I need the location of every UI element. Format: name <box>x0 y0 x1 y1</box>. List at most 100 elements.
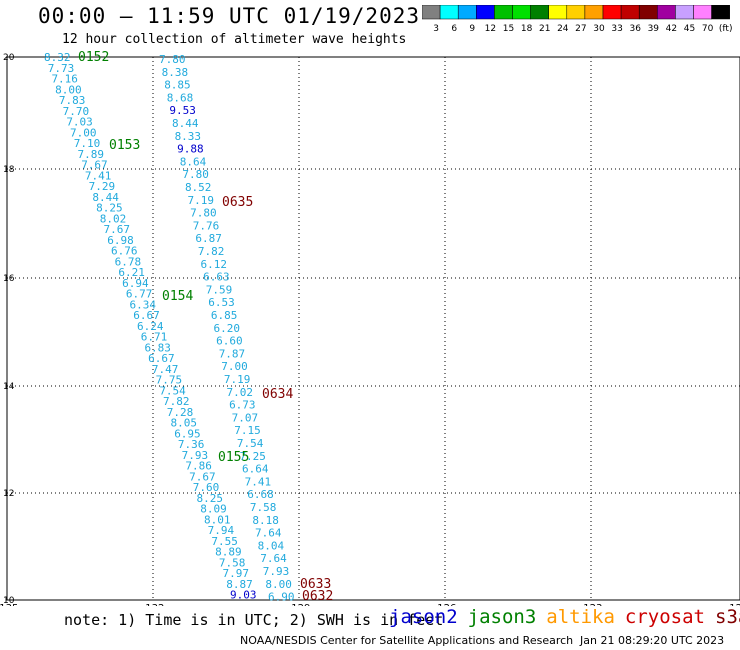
swh-value: 7.83 <box>59 94 86 107</box>
swh-value: 7.64 <box>255 527 282 540</box>
swh-value: 6.95 <box>174 427 201 440</box>
swh-value: 8.32 <box>44 51 71 64</box>
swh-value: 7.94 <box>208 524 235 537</box>
swh-value: 8.00 <box>55 83 82 96</box>
color-scale-bar: 3 6 9 12 15 18 21 24 27 30 33 36 39 42 45 70 (ft) <box>422 5 733 33</box>
swh-value: 7.16 <box>51 73 78 86</box>
swh-value: 8.44 <box>172 117 199 130</box>
swh-value: 6.76 <box>111 245 137 258</box>
swh-value: 7.82 <box>198 245 225 258</box>
pass-id-label: 0635 <box>222 195 253 210</box>
swh-value: 7.47 <box>152 363 179 376</box>
color-scale-label: 27 <box>575 24 586 33</box>
swh-value: 7.07 <box>232 411 259 424</box>
swh-value: 7.70 <box>63 105 90 118</box>
color-scale-label: 6 <box>451 24 457 33</box>
swh-value: 6.63 <box>203 271 230 284</box>
swh-value: 8.00 <box>265 578 292 591</box>
color-scale-label: 30 <box>593 24 605 33</box>
swh-value: 8.33 <box>175 130 202 143</box>
color-scale-label: 70 <box>702 24 714 33</box>
color-scale-label: 21 <box>539 24 550 33</box>
swh-value: 6.21 <box>118 266 144 279</box>
swh-value: 6.87 <box>195 232 222 245</box>
color-scale-label: 24 <box>557 24 569 33</box>
swh-value: 7.02 <box>226 386 253 399</box>
swh-value: 6.77 <box>126 288 153 301</box>
color-scale-label: 18 <box>521 24 533 33</box>
swh-value: 7.29 <box>89 180 116 193</box>
swh-value: 7.64 <box>260 552 287 565</box>
swh-value: 8.89 <box>215 546 242 559</box>
pass-id-label: 0154 <box>162 289 193 304</box>
swh-value: 9.03 <box>230 589 257 602</box>
color-scale-label: 15 <box>503 24 514 33</box>
swh-value: 8.09 <box>200 503 227 516</box>
swh-value: 7.93 <box>182 449 209 462</box>
swh-value: 7.25 <box>239 450 266 463</box>
swh-value: 9.88 <box>177 143 204 156</box>
pass-id-label: 0155 <box>218 450 249 465</box>
swh-value: 6.53 <box>208 296 235 309</box>
pass-id-label: 0152 <box>78 50 109 65</box>
swh-value: 6.98 <box>107 234 133 247</box>
swh-value: 8.52 <box>185 181 212 194</box>
x-tick-label: -135 <box>0 603 18 606</box>
swh-value: 7.03 <box>66 116 93 129</box>
y-tick-label: 20 <box>3 53 15 63</box>
y-tick-label: 14 <box>3 382 15 392</box>
y-tick-label: 10 <box>3 596 15 606</box>
swh-value: 7.76 <box>193 219 220 232</box>
swh-value: 7.86 <box>185 460 212 473</box>
swh-value: 8.85 <box>164 79 191 92</box>
x-tick-label: -126 <box>434 603 457 606</box>
swh-value: 7.75 <box>156 374 183 387</box>
swh-value: 7.54 <box>159 384 186 397</box>
swh-value: 7.19 <box>224 373 251 386</box>
pass-id-label: 0153 <box>109 138 140 153</box>
swh-value: 8.05 <box>170 417 197 430</box>
swh-value: 7.67 <box>104 223 130 236</box>
swh-value: 7.80 <box>190 207 217 220</box>
swh-value: 6.20 <box>214 322 241 335</box>
legend-entry: altika <box>546 606 615 628</box>
swh-value: 6.71 <box>141 331 168 344</box>
swh-value: 8.25 <box>197 492 224 505</box>
swh-value: 6.64 <box>242 463 269 476</box>
color-scale-label: 3 <box>433 24 439 33</box>
swh-value: 7.19 <box>188 194 215 207</box>
swh-value: 7.80 <box>182 168 209 181</box>
footer-note: note: 1) Time is in UTC; 2) SWH is in fe… <box>64 611 444 629</box>
y-tick-label: 16 <box>3 274 15 284</box>
generated-timestamp: Jan 21 08:29:20 UTC 2023 <box>580 634 725 647</box>
map-frame <box>6 56 740 601</box>
swh-value: 6.12 <box>201 258 228 271</box>
swh-value: 7.60 <box>193 481 220 494</box>
swh-value: 8.25 <box>96 202 123 215</box>
color-scale-label: 9 <box>469 24 475 33</box>
pass-id-label: 0633 <box>300 577 331 592</box>
wave-height-map: -135 -132 -129 -126 -123 -120 20 18 16 14 12 10 8.32… <box>0 50 740 606</box>
color-scale-label: (ft) <box>719 24 733 33</box>
legend-entry: s3a <box>715 606 740 628</box>
swh-value: 7.80 <box>159 53 186 66</box>
color-scale-label: 36 <box>629 24 641 33</box>
color-scale-label: 45 <box>684 24 695 33</box>
pass-id-label: 0632 <box>302 589 333 604</box>
y-tick-label: 18 <box>3 165 15 175</box>
swh-value: 7.58 <box>219 556 246 569</box>
swh-value: 6.68 <box>247 488 274 501</box>
swh-value: 6.34 <box>130 298 157 311</box>
swh-value: 7.36 <box>178 438 205 451</box>
swh-value: 8.68 <box>167 91 194 104</box>
swh-value: 7.59 <box>206 283 233 296</box>
legend-entry: cryosat <box>624 606 705 628</box>
y-tick-label: 12 <box>3 489 14 499</box>
swh-value: 8.87 <box>226 578 253 591</box>
map-subtitle: 12 hour collection of altimeter wave hei… <box>62 32 407 47</box>
color-scale-label: 12 <box>485 24 496 33</box>
swh-value: 7.82 <box>163 395 190 408</box>
swh-value: 7.89 <box>77 148 104 161</box>
credit-line: NOAA/NESDIS Center for Satellite Applica… <box>240 634 574 647</box>
swh-value: 7.67 <box>81 159 108 172</box>
